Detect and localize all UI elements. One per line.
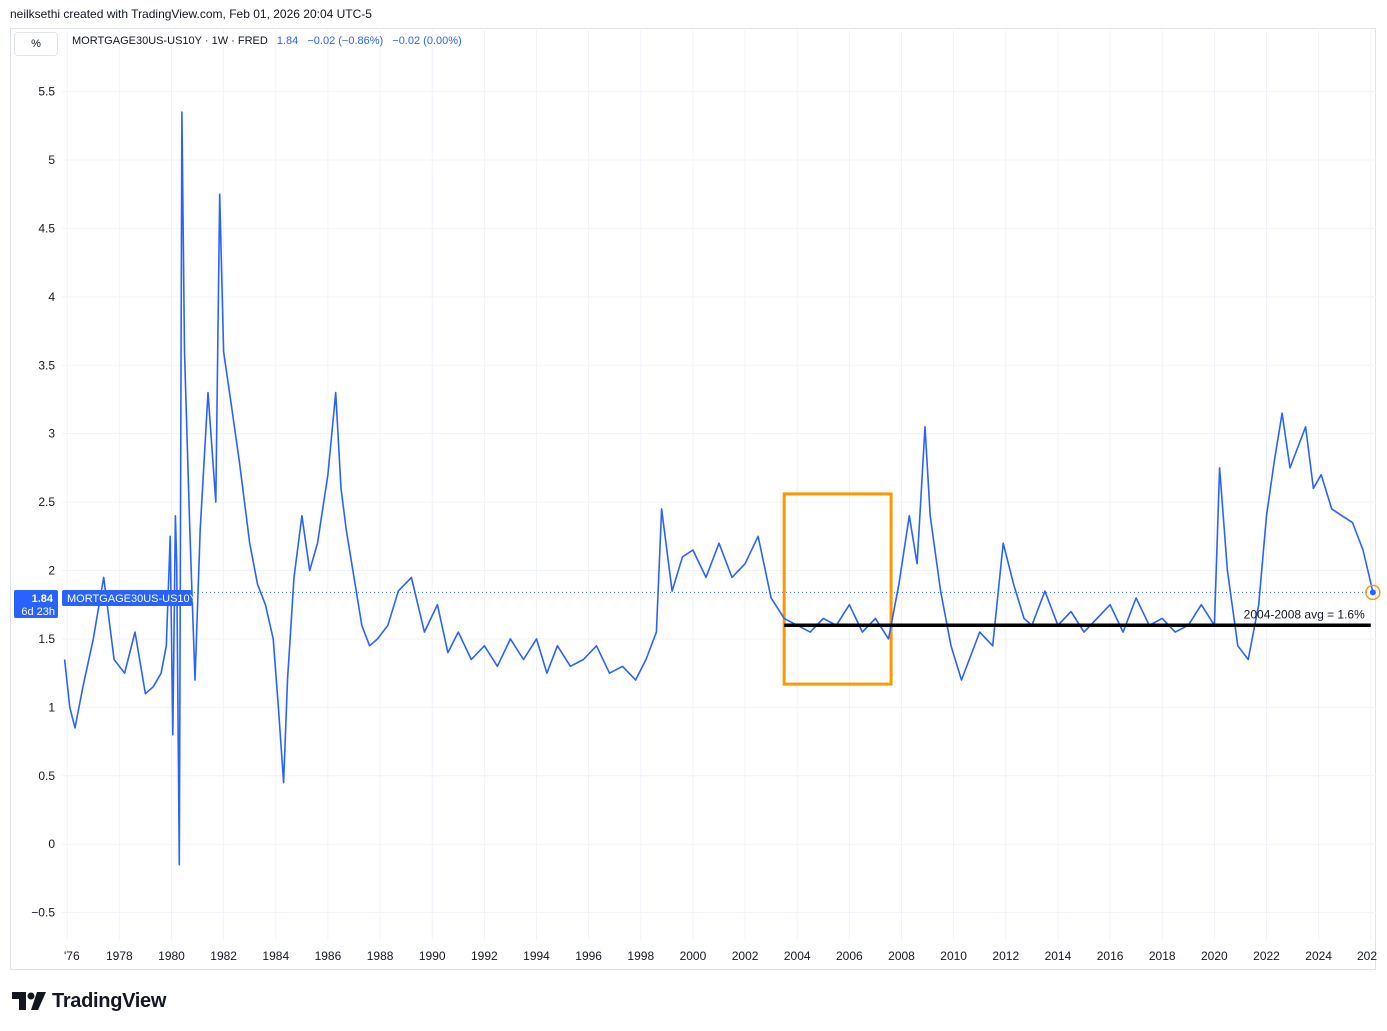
x-tick-label: 2014 [1045,949,1072,963]
unit-toggle-button[interactable]: % [14,32,58,56]
y-tick-label: 4.5 [38,221,55,235]
x-tick-label: 1992 [471,949,498,963]
highlight-box-2004-2008 [782,492,893,686]
grid-lines [62,30,1376,940]
y-axis-ticks: 5.5 5 4.5 4 3.5 3 2.5 2 1.5 1 0.5 0 −0.5 [31,85,55,920]
legend-last-value: 1.84 [276,35,299,47]
x-tick-label: 1998 [627,949,654,963]
legend-change: −0.02 (−0.86%) [307,35,384,47]
y-tick-label: 4 [48,290,55,304]
x-tick-label: 1982 [210,949,237,963]
legend: MORTGAGE30US-US10Y · 1W · FRED 1.84 −0.0… [72,35,462,47]
x-tick-label: 2008 [888,949,915,963]
x-tick-label: 1984 [262,949,289,963]
series-label-box [62,590,192,606]
x-tick-label: 2012 [992,949,1019,963]
series-line [63,111,1374,866]
x-tick-label: 2024 [1305,949,1332,963]
x-tick-label: 2006 [836,949,863,963]
x-tick-label: 2002 [732,949,759,963]
y-tick-label: 3 [48,427,55,441]
x-tick-label: 1996 [575,949,602,963]
x-tick-label: 2000 [680,949,707,963]
x-tick-label: 2022 [1253,949,1280,963]
x-tick-label: 1994 [523,949,550,963]
x-tick-label: 1986 [315,949,342,963]
x-tick-label: 2018 [1149,949,1176,963]
y-tick-label: −0.5 [31,906,55,920]
y-tick-label: 3.5 [38,358,55,372]
y-tick-label: 5.5 [38,85,55,99]
price-tag-box [14,590,58,618]
tradingview-logo[interactable]: TradingView [12,989,166,1013]
y-tick-label: 1.5 [38,632,55,646]
y-tick-label: 0.5 [38,769,55,783]
y-tick-label: 2.5 [38,495,55,509]
last-point [1369,589,1376,596]
legend-symbol[interactable]: MORTGAGE30US-US10Y · 1W · FRED [72,35,268,47]
chart-frame [10,28,1376,970]
x-tick-label: 1980 [158,949,185,963]
x-tick-label: 2004 [784,949,811,963]
x-axis-ticks: '76 1978 1980 1982 1984 1986 1988 1990 1992 1994 1… [64,949,1377,963]
tradingview-logo-icon [12,992,46,1010]
price-tag-countdown: 6d 23h [21,606,55,618]
y-tick-label: 2 [48,564,55,578]
x-tick-label: 2016 [1097,949,1124,963]
last-point-ring [1365,584,1381,601]
x-tick-label: 1990 [419,949,446,963]
x-tick-label: 1978 [106,949,133,963]
chart-attribution: neilksethi created with TradingView.com,… [10,7,372,21]
x-tick-label: 1988 [367,949,394,963]
x-tick-label: '76 [64,949,80,963]
price-tag: 1.84 6d 23h MORTGAGE30US-US10Y [14,590,198,618]
avg-line-label: 2004-2008 avg = 1.6% [1244,607,1365,621]
legend-change-secondary: −0.02 (0.00%) [392,35,462,47]
y-tick-label: 1 [48,700,55,714]
x-tick-label: 202 [1357,949,1377,963]
tradingview-wordmark: TradingView [52,989,167,1012]
y-tick-label: 0 [48,837,55,851]
series-label: MORTGAGE30US-US10Y [67,593,198,605]
x-tick-label: 2010 [940,949,967,963]
y-tick-label: 5 [48,153,55,167]
x-tick-label: 2020 [1201,949,1228,963]
price-tag-value: 1.84 [32,593,54,605]
